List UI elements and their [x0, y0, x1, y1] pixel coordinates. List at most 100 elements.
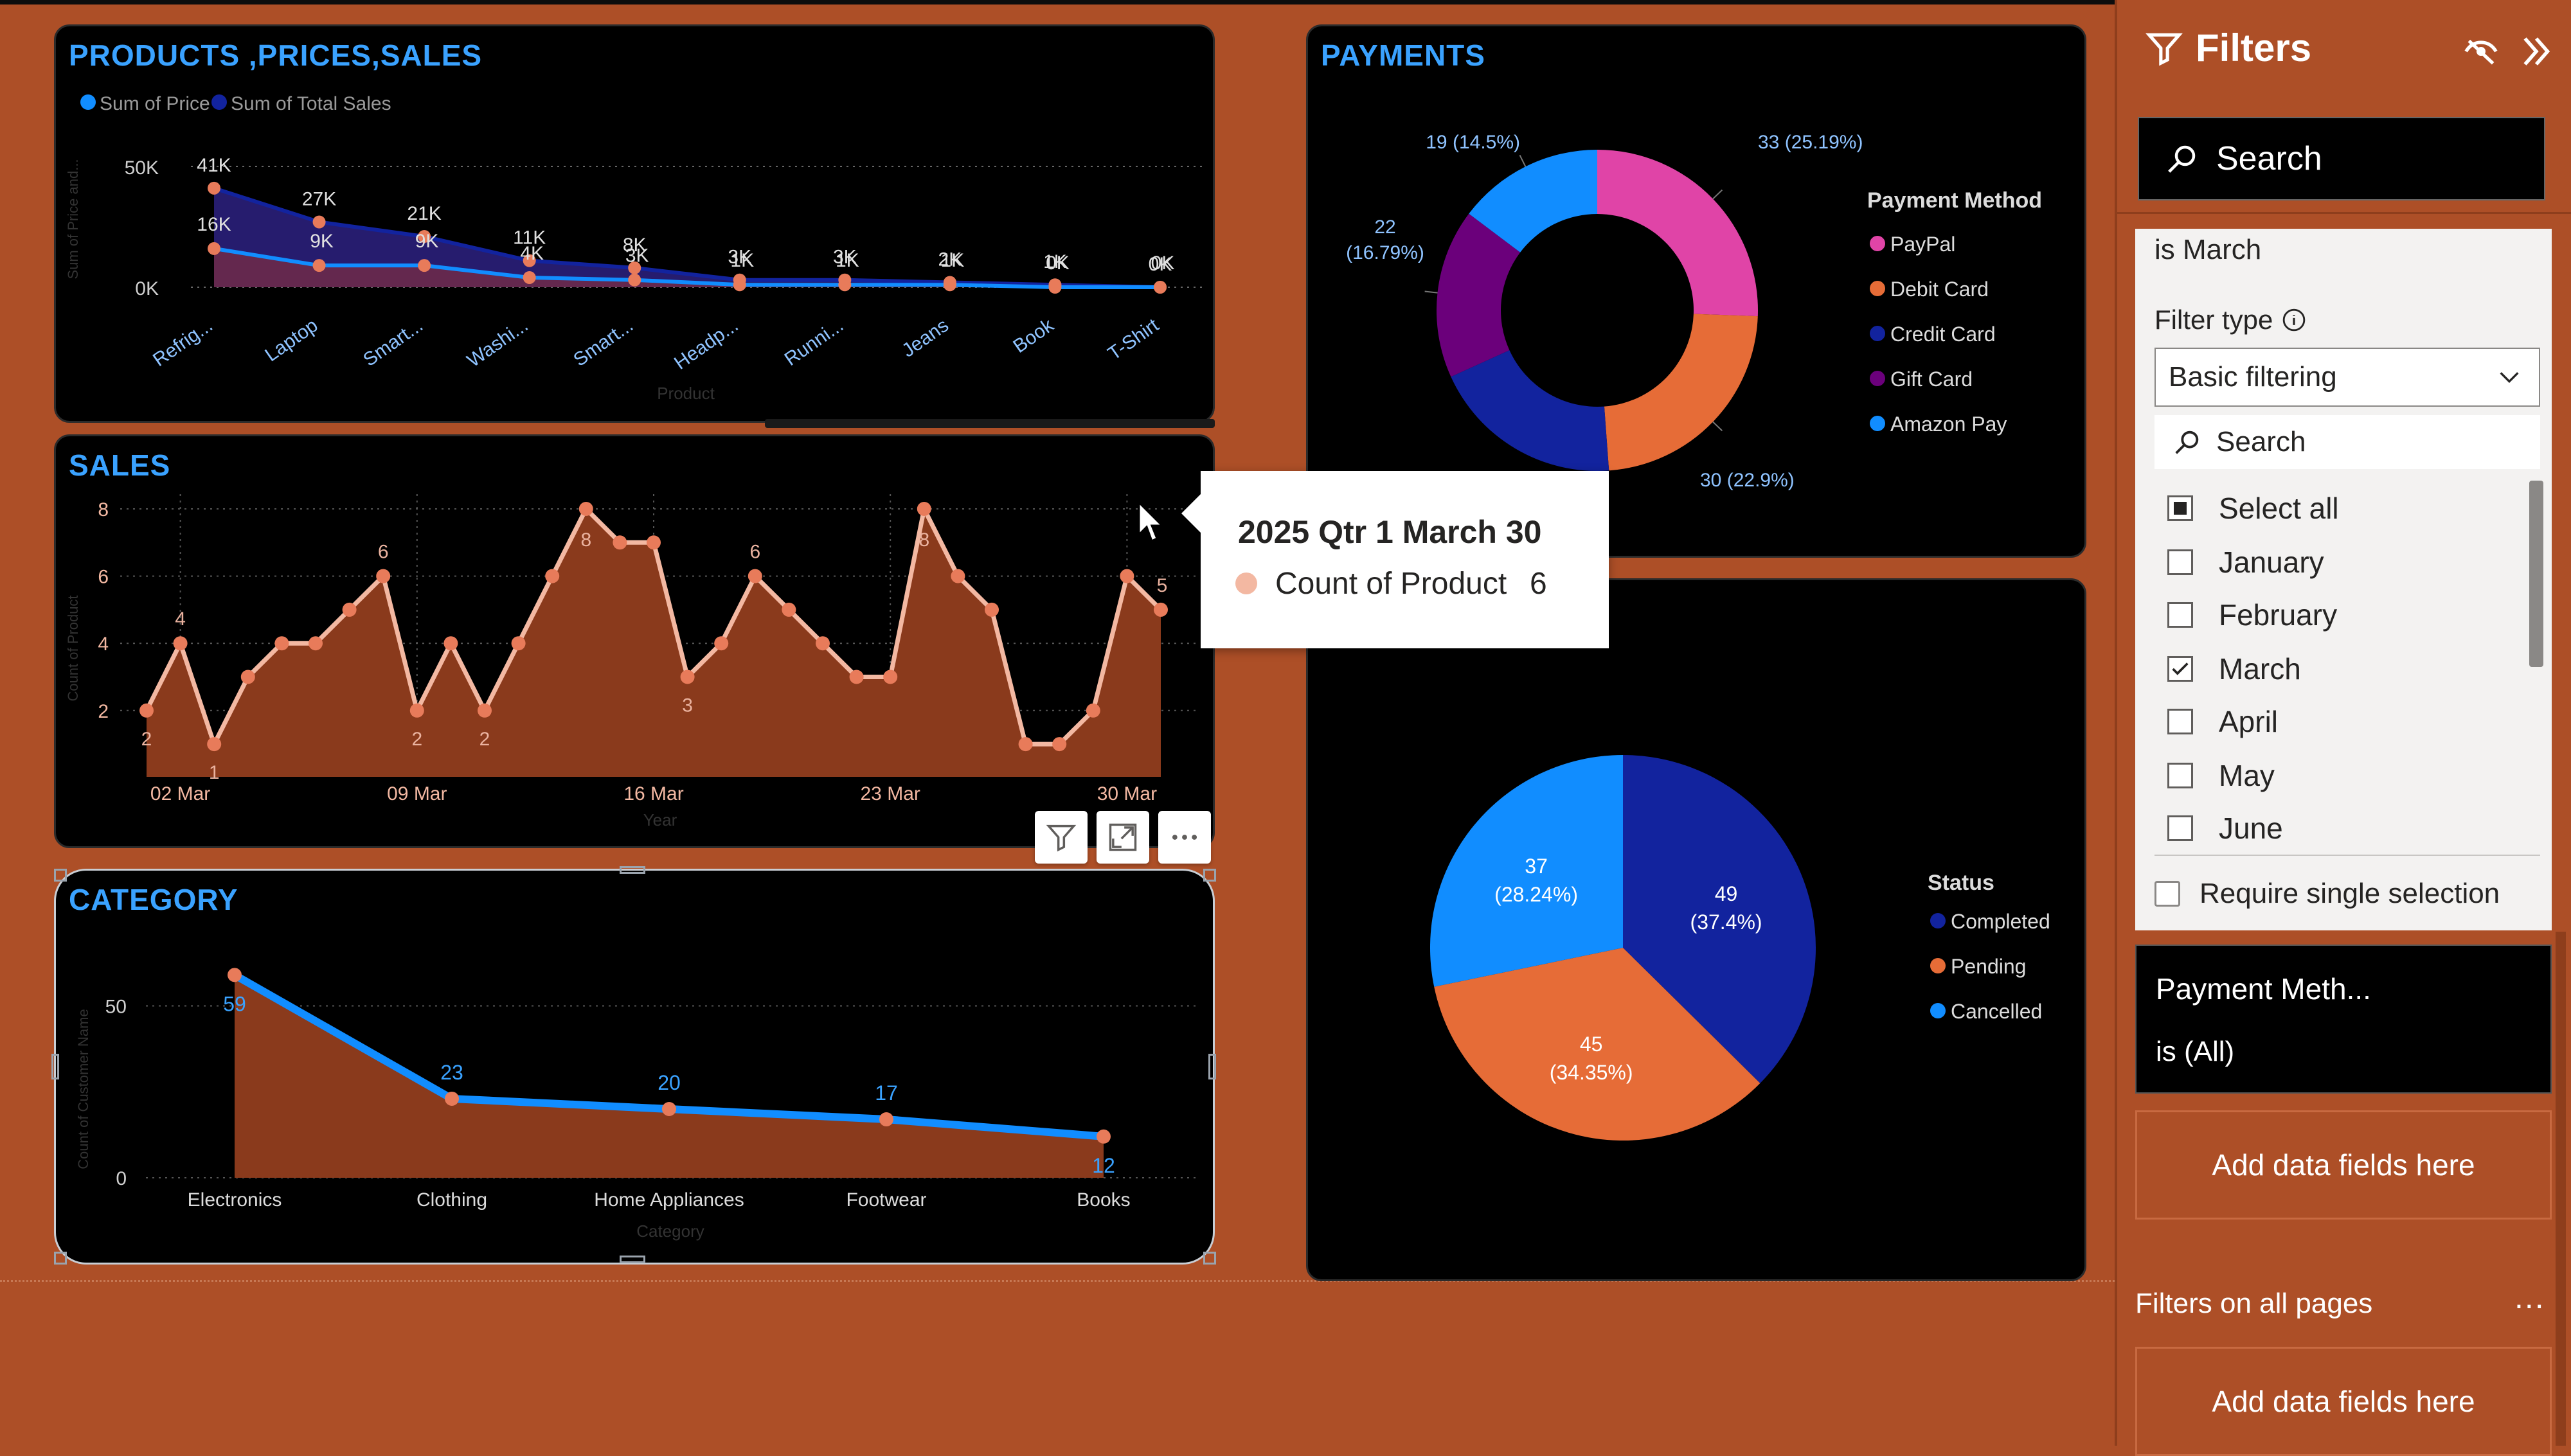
data-point-price: [523, 271, 536, 284]
data-point: [879, 1112, 893, 1127]
legend-dot: [1870, 371, 1885, 386]
resize-handle-br[interactable]: [1203, 1252, 1216, 1265]
data-label: 8: [580, 529, 591, 551]
filter-type-dropdown[interactable]: Basic filtering: [2154, 348, 2540, 407]
data-point-total-sales: [628, 261, 641, 274]
data-label-total-sales: 21K: [407, 203, 441, 224]
filters-search-box[interactable]: Search: [2138, 117, 2545, 200]
data-point-total-sales: [208, 181, 220, 195]
legend-dot: [1870, 326, 1885, 341]
y-axis-title: Count of Customer Name: [75, 1009, 91, 1169]
option-june[interactable]: June: [2167, 811, 2283, 846]
payment-method-filter-card[interactable]: Payment Meth... is (All): [2135, 945, 2552, 1094]
resize-handle-tr[interactable]: [1203, 869, 1216, 882]
option-april[interactable]: April: [2167, 704, 2278, 739]
series-line-total-sales: [213, 186, 1161, 289]
series-area-price: [214, 248, 1160, 287]
funnel-icon: [1046, 824, 1077, 852]
data-point: [545, 569, 560, 583]
resize-handle-left[interactable]: [51, 1054, 59, 1079]
data-label: 2: [411, 729, 422, 750]
filters-divider: [2117, 212, 2571, 214]
require-single-option[interactable]: Require single selection: [2154, 878, 2500, 910]
data-label: 23: [440, 1061, 463, 1084]
x-tick-label: Laptop: [261, 315, 321, 366]
products-chart-card[interactable]: PRODUCTS ,PRICES,SALES Sum of Price Sum o…: [54, 24, 1215, 423]
resize-handle-bl[interactable]: [54, 1252, 67, 1265]
payments-chart-card[interactable]: PAYMENTS 33 (25.19%) 30 (22.9%) 22 (16.79%)…: [1306, 24, 2086, 558]
option-select-all[interactable]: Select all: [2167, 491, 2339, 526]
products-visual-header: [765, 419, 1215, 428]
more-options-button[interactable]: [1158, 811, 1211, 864]
checkbox-unchecked: [2167, 763, 2193, 788]
category-chart-card[interactable]: CATEGORY 50 0 Count of Customer Name Catego…: [54, 869, 1215, 1265]
legend-dot: [211, 94, 227, 110]
data-point: [139, 703, 154, 718]
data-point-price: [312, 259, 326, 272]
collapse-pane-icon[interactable]: [2517, 32, 2556, 71]
add-data-fields-all-pages[interactable]: Add data fields here: [2135, 1347, 2552, 1456]
x-tick-label: T-Shirt: [1104, 314, 1163, 364]
data-point: [443, 636, 458, 651]
legend-label: Sum of Total Sales: [231, 93, 391, 114]
search-icon: [2168, 145, 2196, 173]
x-tick-label: 02 Mar: [150, 783, 210, 804]
info-icon[interactable]: [2282, 308, 2306, 332]
data-point: [578, 502, 593, 516]
x-tick-label: 23 Mar: [861, 783, 920, 804]
all-pages-more-button[interactable]: ...: [2514, 1279, 2545, 1315]
data-point-total-sales: [312, 215, 326, 229]
legend-dot: [1930, 1003, 1946, 1018]
y-axis-title: Count of Product: [65, 595, 81, 701]
option-march[interactable]: March: [2167, 652, 2301, 686]
data-label-price: 1K: [941, 250, 965, 271]
data-point: [1086, 703, 1100, 718]
data-point: [1154, 602, 1168, 617]
focus-mode-button[interactable]: [1097, 811, 1149, 864]
add-data-fields-page[interactable]: Add data fields here: [2135, 1110, 2552, 1220]
data-point: [985, 602, 999, 617]
resize-handle-bottom[interactable]: [620, 1256, 645, 1263]
status-chart-card[interactable]: 49 (37.4%) 45 (34.35%) 37 (28.24%) Status Compl…: [1306, 578, 2086, 1281]
option-february[interactable]: February: [2167, 598, 2337, 632]
legend-title: Status: [1928, 871, 1994, 895]
category-area: [235, 975, 1104, 1178]
x-tick-label: 16 Mar: [623, 783, 683, 804]
option-label: March: [2219, 652, 2301, 686]
option-january[interactable]: January: [2167, 545, 2324, 580]
resize-handle-right[interactable]: [1208, 1054, 1216, 1079]
month-search-input[interactable]: Search: [2154, 415, 2540, 469]
x-tick-label: 30 Mar: [1097, 783, 1157, 804]
data-label-total-sales: 0K: [1149, 254, 1172, 275]
status-pie-chart: 49 (37.4%) 45 (34.35%) 37 (28.24%) Status Compl…: [1430, 755, 2050, 1141]
month-search-placeholder: Search: [2216, 426, 2306, 457]
y-tick-label: 0: [116, 1168, 127, 1189]
data-point: [409, 703, 424, 718]
data-label-total-sales: 11K: [513, 227, 546, 249]
pane-scrollbar[interactable]: [2556, 932, 2566, 1446]
data-point-price: [208, 242, 220, 255]
resize-handle-tl[interactable]: [54, 869, 67, 882]
resize-handle-top[interactable]: [620, 866, 645, 874]
x-tick-label: Electronics: [188, 1189, 282, 1211]
option-label: June: [2219, 812, 2283, 845]
hide-eye-icon[interactable]: [2463, 33, 2499, 69]
payment-filter-summary: is (All): [2156, 1036, 2235, 1067]
options-scrollbar[interactable]: [2529, 481, 2543, 667]
donut-slice-credit-card: [1451, 350, 1609, 471]
filter-visual-button[interactable]: [1035, 811, 1088, 864]
data-point: [816, 636, 830, 651]
sales-area: [147, 509, 1161, 777]
data-label: 22: [1374, 217, 1395, 238]
data-point: [917, 502, 931, 516]
x-tick-label: Jeans: [898, 315, 953, 362]
data-label-value: 49: [1715, 882, 1738, 905]
filter-type-label: Filter type: [2154, 305, 2306, 335]
donut-slice-paypal: [1597, 150, 1758, 317]
data-label-price: 1K: [730, 250, 754, 271]
data-label: 59: [223, 992, 246, 1015]
data-point: [274, 636, 289, 651]
sales-chart-card[interactable]: SALES 8 6 4 2 02 Mar 09 Mar 16 Mar 23 Mar 30 Mar…: [54, 434, 1215, 848]
option-may[interactable]: May: [2167, 758, 2275, 793]
series-line-price: [213, 246, 1160, 289]
